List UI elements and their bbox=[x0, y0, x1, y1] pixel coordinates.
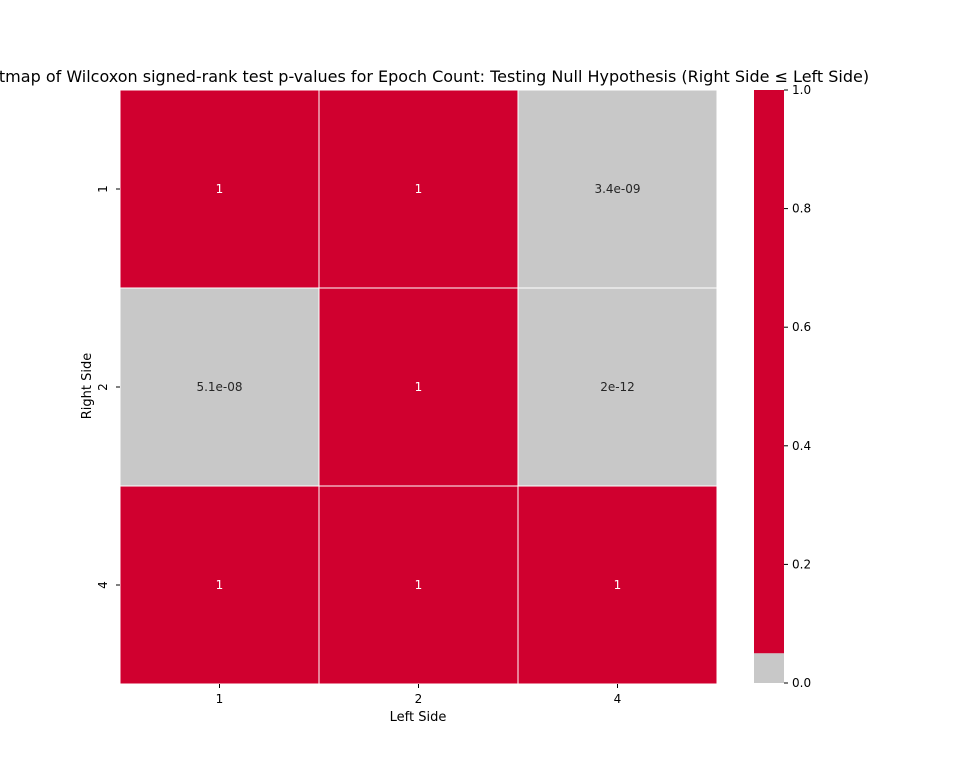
colorbar-tick-label: 0.2 bbox=[792, 557, 811, 571]
cell-value-label: 1 bbox=[415, 182, 423, 196]
heatmap-cell-r2-c0 bbox=[119, 485, 320, 685]
heatmap-cell-r0-c0 bbox=[119, 89, 320, 289]
cell-value-label: 5.1e-08 bbox=[196, 380, 242, 394]
chart-title: tmap of Wilcoxon signed-rank test p-valu… bbox=[0, 67, 869, 86]
colorbar-tick-label: 0.8 bbox=[792, 202, 811, 216]
colorbar-segment-low bbox=[754, 653, 784, 683]
cell-value-label: 3.4e-09 bbox=[594, 182, 640, 196]
cell-value-label: 2e-12 bbox=[600, 380, 635, 394]
colorbar-tick-label: 1.0 bbox=[792, 83, 811, 97]
heatmap-cell-r0-c1 bbox=[318, 89, 519, 289]
heatmap-cell-r1-c2 bbox=[517, 287, 718, 487]
cell-value-label: 1 bbox=[415, 578, 423, 592]
colorbar-tick-label: 0.0 bbox=[792, 676, 811, 690]
cell-value-label: 1 bbox=[216, 578, 224, 592]
y-axis: 1 2 4 bbox=[96, 185, 120, 589]
heatmap-cell-r2-c1 bbox=[318, 485, 519, 685]
colorbar: 0.0 0.2 0.4 0.6 0.8 1.0 bbox=[754, 83, 811, 690]
x-axis: 1 2 4 bbox=[216, 684, 622, 706]
heatmap-cell-r1-c1 bbox=[318, 287, 519, 487]
colorbar-segment-high bbox=[754, 90, 784, 654]
y-tick-label: 2 bbox=[96, 383, 110, 391]
x-tick-label: 2 bbox=[415, 692, 423, 706]
heatmap-cell-r0-c2 bbox=[517, 89, 718, 289]
cell-value-label: 1 bbox=[614, 578, 622, 592]
y-tick-label: 4 bbox=[96, 581, 110, 589]
colorbar-tick-label: 0.4 bbox=[792, 439, 811, 453]
y-axis-label: Right Side bbox=[80, 353, 95, 419]
x-tick-label: 1 bbox=[216, 692, 224, 706]
x-axis-label: Left Side bbox=[390, 710, 447, 725]
colorbar-tick-label: 0.6 bbox=[792, 320, 811, 334]
y-tick-label: 1 bbox=[96, 185, 110, 193]
heatmap-cells: 1 1 3.4e-09 5.1e-08 1 2e-12 1 1 1 bbox=[119, 89, 718, 685]
cell-value-label: 1 bbox=[415, 380, 423, 394]
cell-value-label: 1 bbox=[216, 182, 224, 196]
x-tick-label: 4 bbox=[614, 692, 622, 706]
heatmap-cell-r1-c0 bbox=[119, 287, 320, 487]
